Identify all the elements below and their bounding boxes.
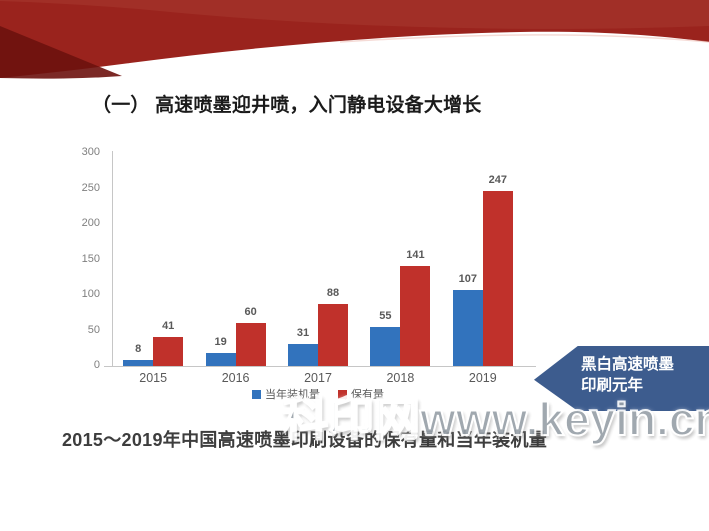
y-tick-label: 150	[81, 252, 100, 265]
bar-2017-保有量	[318, 303, 348, 366]
bar-2017-当年装机量	[288, 343, 318, 366]
slide-title: （一） 高速喷墨迎井喷，入门静电设备大增长	[92, 95, 482, 116]
watermark: 科印网www.keyin.cn	[281, 393, 709, 445]
bar-value-label: 8	[135, 343, 142, 356]
legend-swatch	[252, 389, 261, 399]
y-axis-line	[112, 151, 113, 366]
y-tick-label: 200	[81, 217, 100, 229]
bar-2015-保有量	[153, 336, 184, 366]
y-tick-label: 100	[81, 288, 100, 300]
header-ribbon-decoration	[0, 0, 709, 79]
bar-value-label: 247	[488, 173, 507, 186]
bar-2018-当年装机量	[370, 326, 401, 366]
legend-swatch	[338, 389, 347, 399]
bar-2015-当年装机量	[123, 360, 154, 366]
legend-item: 当年装机量	[252, 386, 320, 402]
bar-value-label: 141	[406, 248, 425, 261]
bar-2018-保有量	[400, 265, 431, 366]
legend-label: 当年装机量	[265, 389, 320, 401]
chart-caption: 2015～2019年中国高速喷墨印刷设备的保有量和当年装机量	[62, 430, 548, 450]
bar-value-label: 31	[296, 326, 310, 339]
x-axis-label: 2016	[221, 371, 250, 385]
bar-value-label: 19	[214, 335, 227, 348]
y-tick-label: 300	[81, 146, 100, 158]
chart-legend: 当年装机量 保有量	[112, 386, 524, 402]
y-tick-label: 0	[93, 359, 100, 371]
legend-item: 保有量	[338, 386, 384, 402]
bar-value-label: 41	[162, 319, 175, 332]
x-axis-label: 2017	[304, 371, 332, 385]
bar-value-label: 60	[244, 306, 257, 319]
x-axis-label: 2015	[139, 371, 168, 385]
y-tick-label: 250	[81, 181, 100, 194]
x-axis-label: 2018	[386, 371, 415, 385]
bar-2019-当年装机量	[452, 290, 483, 366]
bar-value-label: 55	[379, 309, 392, 322]
bar-value-label: 88	[326, 286, 340, 299]
x-axis-line	[104, 366, 536, 367]
y-tick-label: 50	[87, 323, 100, 336]
bar-2019-保有量	[482, 190, 513, 366]
bar-2016-当年装机量	[205, 352, 236, 366]
legend-label: 保有量	[351, 389, 384, 401]
x-axis-label: 2019	[468, 371, 497, 385]
bar-2016-保有量	[235, 323, 266, 366]
callout-text-line2: 印刷元年	[581, 377, 644, 394]
callout-text-line1: 黑白高速喷墨	[581, 356, 675, 373]
bar-value-label: 107	[458, 273, 477, 286]
